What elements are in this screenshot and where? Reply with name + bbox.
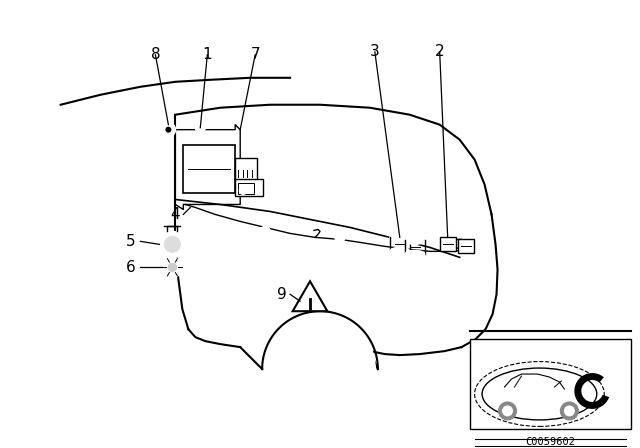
Circle shape (163, 257, 182, 277)
Circle shape (312, 361, 328, 377)
Polygon shape (574, 373, 609, 409)
Bar (236, 158, 257, 180)
Text: C0059602: C0059602 (525, 437, 575, 447)
Circle shape (260, 226, 270, 237)
Bar (440, 237, 456, 251)
Text: 6: 6 (125, 260, 136, 275)
Text: 3: 3 (370, 44, 380, 60)
Circle shape (265, 314, 375, 424)
Circle shape (561, 402, 579, 420)
Circle shape (278, 327, 362, 411)
Ellipse shape (404, 237, 425, 244)
Text: 5: 5 (125, 234, 135, 249)
Text: 9: 9 (277, 287, 287, 302)
Circle shape (564, 406, 574, 416)
Bar (183, 145, 236, 193)
Ellipse shape (404, 250, 425, 258)
Circle shape (161, 123, 175, 137)
Text: 2: 2 (435, 44, 445, 60)
Bar (470, 339, 631, 429)
Text: 4: 4 (170, 207, 180, 222)
Circle shape (499, 402, 516, 420)
Text: 7: 7 (250, 47, 260, 62)
Bar (458, 239, 474, 254)
Ellipse shape (390, 247, 410, 255)
Circle shape (165, 127, 172, 133)
Bar (236, 179, 263, 197)
Circle shape (159, 232, 186, 257)
Circle shape (502, 406, 513, 416)
Polygon shape (292, 281, 328, 311)
Text: 8: 8 (150, 47, 160, 62)
Circle shape (335, 233, 345, 242)
Circle shape (195, 123, 205, 133)
Circle shape (164, 237, 180, 252)
Circle shape (239, 186, 247, 194)
Circle shape (300, 349, 340, 389)
Text: 1: 1 (202, 47, 212, 62)
Circle shape (168, 263, 177, 271)
Ellipse shape (482, 368, 596, 420)
Ellipse shape (390, 233, 410, 241)
Bar (238, 182, 254, 194)
